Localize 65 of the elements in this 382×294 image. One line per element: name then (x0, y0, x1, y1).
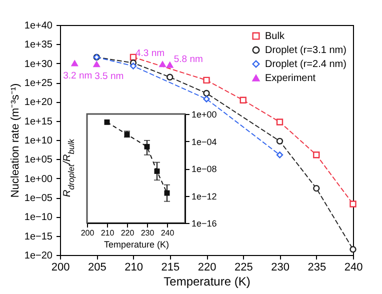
x-tick-label: 210 (124, 262, 143, 274)
point (164, 190, 170, 196)
point (130, 62, 137, 70)
x-tick-label: 205 (88, 262, 106, 274)
x-tick-label: 215 (161, 262, 180, 274)
x-tick-label: 235 (308, 262, 326, 274)
x-axis-title: Temperature (K) (104, 240, 170, 250)
point (166, 62, 174, 68)
y-tick-label: 1e+00 (24, 174, 53, 185)
x-tick-label: 200 (51, 262, 70, 274)
x-tick-label: 225 (234, 262, 253, 274)
point (350, 200, 356, 208)
y-tick-label: 1e−12 (192, 191, 217, 202)
x-tick-label: 200 (80, 228, 95, 238)
y-tick-label: 1e+05 (24, 154, 53, 166)
y-tick-label: 1e−10 (24, 212, 53, 224)
point (276, 138, 284, 144)
point (313, 152, 320, 158)
y-tick-label: 1e−05 (24, 193, 53, 204)
annotation: 4.3 nm (136, 48, 165, 60)
y-tick-label: 1e+25 (24, 78, 53, 89)
point (240, 96, 246, 104)
x-tick-label: 240 (344, 262, 363, 274)
y-axis-title: Nucleation rate (m⁻³s⁻¹) (9, 83, 22, 198)
y-tick-label: 1e+00 (192, 110, 217, 120)
x-tick-label: 210 (100, 228, 115, 238)
point (350, 246, 356, 253)
point (159, 61, 166, 68)
x-tick-label: 230 (271, 262, 290, 274)
x-tick-label: 230 (140, 228, 155, 238)
point (203, 90, 210, 97)
y-tick-label: 1e+10 (24, 136, 53, 146)
y-tick-label: 1e+20 (24, 97, 53, 108)
legend-label: Droplet (r=3.1 nm) (265, 45, 346, 56)
point (276, 118, 284, 126)
legend-label: Droplet (r=2.4 nm) (265, 59, 346, 70)
y-tick-label: 1e−08 (192, 164, 217, 174)
point (203, 96, 210, 102)
point (203, 76, 210, 84)
point (93, 61, 100, 68)
y-tick-label: 1e+35 (24, 40, 53, 51)
point (166, 74, 174, 80)
point (276, 152, 284, 158)
annotation: 5.8 nm (174, 54, 204, 65)
point (313, 184, 320, 192)
x-tick-label: 220 (198, 262, 216, 274)
y-tick-label: 1e−20 (24, 250, 53, 262)
point (71, 60, 78, 66)
y-tick-label: 1e+15 (24, 116, 53, 128)
x-tick-label: 240 (160, 228, 175, 238)
y-tick-label: 1e+40 (24, 20, 53, 32)
y-tick-label: 1e+30 (24, 58, 53, 70)
point (104, 119, 110, 125)
point (144, 144, 150, 150)
point (130, 54, 137, 61)
annotation: 3.5 nm (94, 71, 124, 82)
y-tick-label: 1e−16 (192, 218, 217, 228)
x-tick-label: 220 (120, 228, 135, 238)
y-tick-label: 1e−04 (192, 136, 217, 147)
legend-label: Bulk (265, 31, 286, 42)
point (154, 168, 160, 174)
legend-label: Experiment (265, 73, 316, 84)
y-tick-label: 1e−15 (24, 231, 53, 242)
x-axis-title: Temperature (K) (164, 274, 250, 288)
annotation: 3.2 nm (63, 70, 92, 82)
